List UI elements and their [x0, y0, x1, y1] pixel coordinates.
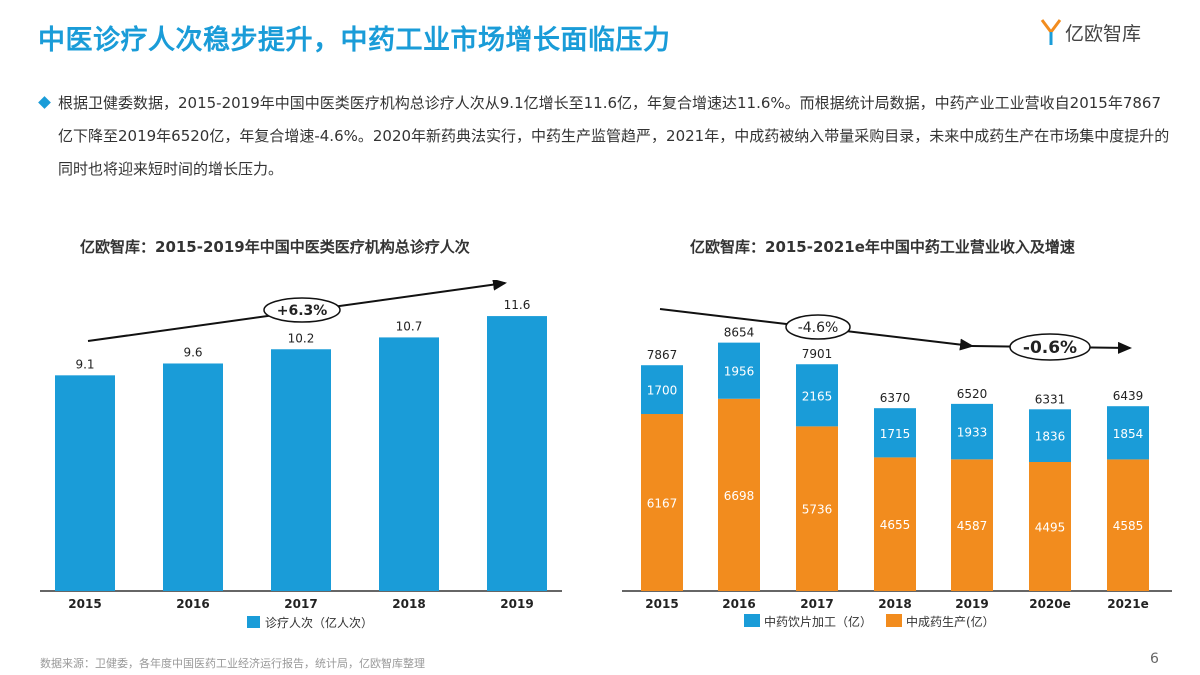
x-tick-label: 2020e — [1029, 597, 1071, 611]
bar-segment-blue — [718, 342, 760, 399]
x-tick-label: 2019 — [500, 597, 533, 611]
revenue-chart: 6167 1700 7867 2015 6698 1956 8654 2016 5736 2165… — [622, 308, 1172, 629]
x-tick-label: 2015 — [68, 597, 101, 611]
bar-segment-blue — [1107, 406, 1149, 460]
x-tick-label: 2018 — [878, 597, 911, 611]
page-title: 中医诊疗人次稳步提升，中药工业市场增长面临压力 — [38, 25, 671, 56]
bar-segment-orange — [874, 457, 916, 591]
bar-segment-orange — [796, 426, 838, 591]
x-tick-label: 2021e — [1107, 597, 1149, 611]
data-label: 1956 — [724, 365, 755, 379]
data-label: 1836 — [1035, 430, 1066, 444]
data-label: 6698 — [724, 489, 755, 503]
bar-segment-blue — [796, 364, 838, 427]
page-number: 6 — [1150, 651, 1159, 667]
data-label: 5736 — [802, 503, 833, 517]
visits-chart: 9.1 2015 9.6 2016 10.2 2017 10.7 2018 11.6 2019 +6… — [40, 280, 562, 630]
data-label: 4655 — [880, 518, 911, 532]
summary-paragraph: 根据卫健委数据，2015-2019年中国中医类医疗机构总诊疗人次从9.1亿增长至… — [38, 87, 1170, 186]
x-tick-label: 2017 — [800, 597, 833, 611]
bar — [55, 375, 115, 591]
bar — [379, 337, 439, 591]
logo: 亿欧智库 — [1040, 18, 1141, 46]
x-tick-label: 2019 — [955, 597, 988, 611]
x-tick-label: 2016 — [722, 597, 755, 611]
x-tick-label: 2015 — [645, 597, 678, 611]
cagr-ellipse — [1009, 333, 1091, 361]
logo-icon — [1040, 19, 1062, 45]
data-label: 4585 — [1113, 519, 1144, 533]
data-label: 11.6 — [504, 298, 531, 312]
legend-label: 诊疗人次（亿人次） — [265, 615, 373, 630]
bar — [163, 363, 223, 591]
total-label: 6439 — [1113, 389, 1144, 403]
bar-segment-orange — [1029, 461, 1071, 591]
cagr-ellipse — [263, 297, 341, 323]
bar-segment-blue — [641, 365, 683, 415]
data-label: 1715 — [880, 427, 911, 441]
bar — [271, 349, 331, 591]
data-label: 4495 — [1035, 520, 1066, 534]
data-label: 1700 — [647, 384, 678, 398]
x-tick-label: 2018 — [392, 597, 425, 611]
legend-swatch — [886, 614, 902, 627]
total-label: 8654 — [724, 326, 755, 340]
left-chart-title: 亿欧智库：2015-2019年中国中医类医疗机构总诊疗人次 — [80, 238, 470, 256]
data-label: 1854 — [1113, 427, 1144, 441]
bar-segment-blue — [1029, 409, 1071, 462]
cagr-label: -4.6% — [798, 320, 839, 336]
logo-text: 亿欧智库 — [1065, 22, 1142, 45]
bar-segment-orange — [1107, 459, 1149, 591]
bar-segment-orange — [951, 459, 993, 591]
bar-segment-blue — [874, 408, 916, 458]
x-tick-label: 2017 — [284, 597, 317, 611]
cagr-label: +6.3% — [277, 303, 328, 319]
total-label: 7867 — [647, 348, 678, 362]
data-label: 6167 — [647, 497, 678, 511]
data-label: 9.1 — [75, 357, 94, 371]
total-label: 7901 — [802, 347, 833, 361]
data-label: 10.2 — [288, 331, 315, 345]
data-label: 10.7 — [396, 319, 423, 333]
data-label: 4587 — [957, 519, 988, 533]
total-label: 6520 — [957, 387, 988, 401]
data-label: 9.6 — [183, 345, 202, 359]
total-label: 6370 — [880, 391, 911, 405]
cagr-ellipse — [785, 314, 851, 340]
legend-swatch — [247, 616, 260, 628]
bar-segment-orange — [718, 398, 760, 591]
bar — [487, 316, 547, 591]
data-label: 1933 — [957, 426, 988, 440]
cagr-label: -0.6% — [1023, 338, 1077, 358]
total-label: 6331 — [1035, 392, 1066, 406]
legend-label: 中药饮片加工（亿） — [764, 614, 872, 629]
bar-segment-orange — [641, 414, 683, 591]
right-chart-title: 亿欧智库：2015-2021e年中国中药工业营业收入及增速 — [690, 238, 1075, 256]
legend-swatch — [744, 614, 760, 627]
x-tick-label: 2016 — [176, 597, 209, 611]
legend-label: 中成药生产(亿） — [906, 614, 995, 629]
bar-segment-blue — [951, 403, 993, 460]
data-label: 2165 — [802, 389, 833, 403]
data-source: 数据来源：卫健委，各年度中国医药工业经济运行报告，统计局，亿欧智库整理 — [40, 657, 425, 670]
